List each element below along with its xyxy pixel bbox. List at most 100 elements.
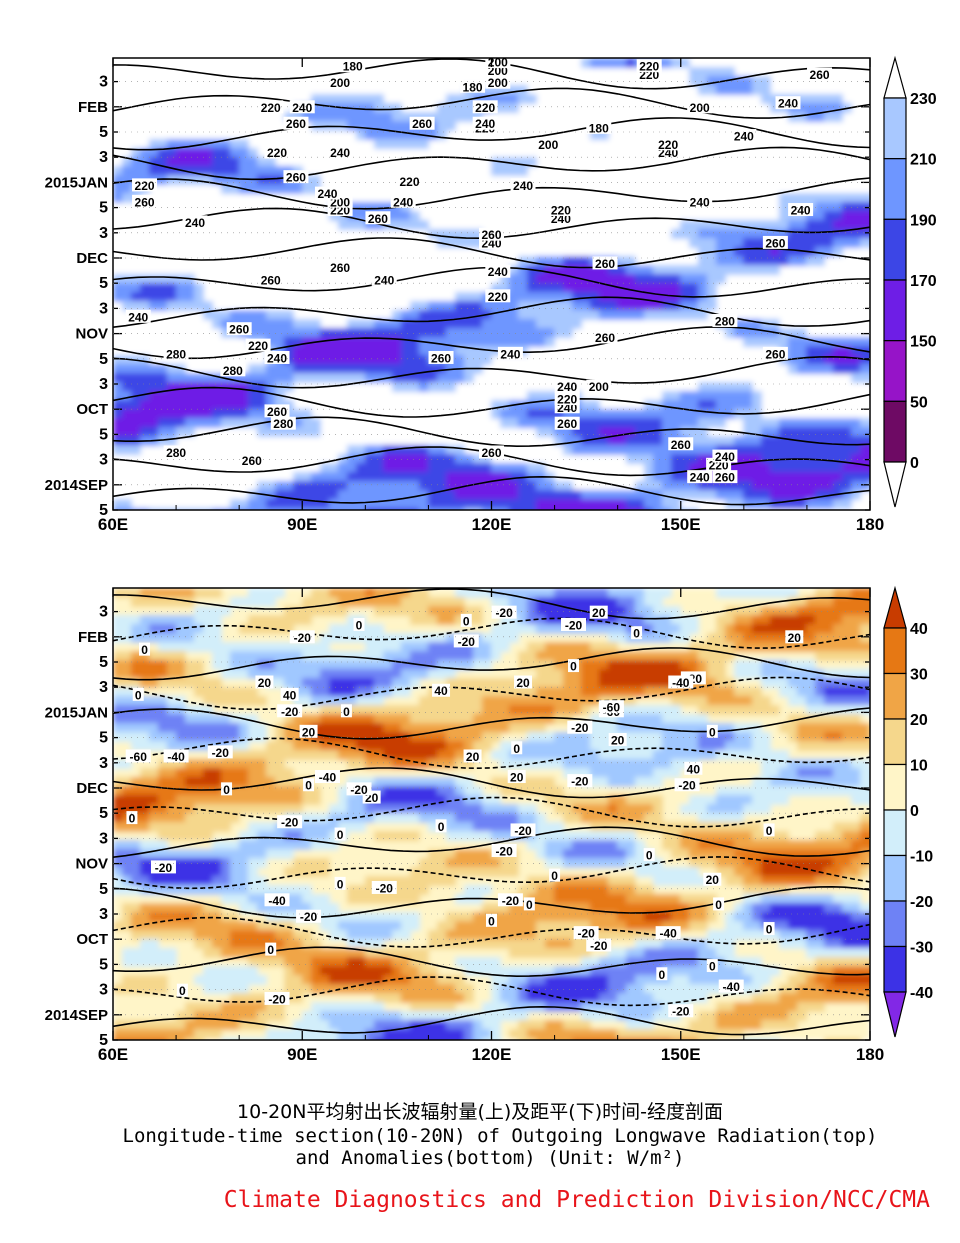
- bot-shade-cell: [671, 831, 681, 841]
- top-shade-cell: [257, 508, 267, 510]
- bot-shade-cell: [266, 885, 276, 895]
- bot-shade-cell: [698, 894, 708, 904]
- top-shade-cell: [842, 418, 852, 428]
- bot-shade-cell: [356, 957, 366, 967]
- bot-shade-cell: [113, 660, 123, 670]
- top-shade-cell: [167, 391, 177, 401]
- top-shade-cell: [248, 391, 258, 401]
- top-shade-cell: [275, 364, 285, 374]
- top-shade-cell: [122, 175, 132, 185]
- bot-shade-cell: [599, 840, 609, 850]
- bot-shade-cell: [518, 660, 528, 670]
- bot-shade-cell: [275, 732, 285, 742]
- top-shade-cell: [500, 472, 510, 482]
- bot-shade-cell: [158, 876, 168, 886]
- top-shade-cell: [680, 391, 690, 401]
- bot-shade-cell: [824, 867, 834, 877]
- bot-shade-cell: [788, 732, 798, 742]
- top-shade-cell: [752, 238, 762, 248]
- bot-shade-cell: [392, 633, 402, 643]
- top-shade-cell: [491, 328, 501, 338]
- bot-shade-cell: [347, 975, 357, 985]
- bot-shade-cell: [365, 669, 375, 679]
- top-shade-cell: [707, 481, 717, 491]
- top-shade-cell: [239, 139, 249, 149]
- bot-shade-cell: [437, 660, 447, 670]
- bot-shade-cell: [797, 732, 807, 742]
- bot-shade-cell: [140, 939, 150, 949]
- top-contour-label: 220: [258, 100, 284, 115]
- bot-shade-cell: [212, 885, 222, 895]
- top-shade-cell: [131, 157, 141, 167]
- bot-shade-cell: [167, 921, 177, 931]
- bot-shade-cell: [518, 705, 528, 715]
- bot-shade-cell: [266, 777, 276, 787]
- bot-shade-cell: [617, 975, 627, 985]
- bot-shade-cell: [455, 714, 465, 724]
- bot-shade-cell: [581, 678, 591, 688]
- bot-shade-cell: [248, 921, 258, 931]
- bot-shade-cell: [248, 975, 258, 985]
- top-contour-label: 240: [371, 272, 397, 287]
- bot-shade-cell: [446, 849, 456, 859]
- top-shade-cell: [779, 256, 789, 266]
- bot-shade-cell: [428, 966, 438, 976]
- top-shade-cell: [518, 301, 528, 311]
- bot-shade-cell: [500, 831, 510, 841]
- top-shade-cell: [347, 499, 357, 509]
- top-shade-cell: [131, 301, 141, 311]
- bot-shade-cell: [464, 786, 474, 796]
- bot-shade-cell: [581, 750, 591, 760]
- top-shade-cell: [608, 283, 618, 293]
- top-contour-label: 260: [592, 330, 618, 345]
- top-shade-cell: [131, 166, 141, 176]
- top-shade-cell: [239, 175, 249, 185]
- bot-shade-cell: [383, 714, 393, 724]
- top-shade-cell: [824, 436, 834, 446]
- bot-shade-cell: [446, 597, 456, 607]
- top-shade-cell: [284, 373, 294, 383]
- top-shade-cell: [113, 418, 123, 428]
- bot-shade-cell: [545, 849, 555, 859]
- bot-shade-cell: [653, 678, 663, 688]
- bot-shade-cell: [428, 651, 438, 661]
- bot-shade-cell: [392, 921, 402, 931]
- bot-shade-cell: [662, 957, 672, 967]
- top-shade-cell: [527, 391, 537, 401]
- bot-shade-cell: [212, 867, 222, 877]
- top-shade-cell: [662, 499, 672, 509]
- top-shade-cell: [806, 337, 816, 347]
- top-shade-cell: [788, 481, 798, 491]
- top-shade-cell: [644, 409, 654, 419]
- bot-shade-cell: [320, 831, 330, 841]
- bot-shade-cell: [797, 669, 807, 679]
- bot-shade-cell: [428, 867, 438, 877]
- bot-shade-cell: [851, 957, 861, 967]
- bot-shade-cell: [203, 732, 213, 742]
- top-shade-cell: [284, 490, 294, 500]
- bot-shade-cell: [446, 750, 456, 760]
- top-shade-cell: [815, 364, 825, 374]
- top-shade-cell: [527, 94, 537, 104]
- bot-shade-cell: [536, 651, 546, 661]
- bot-shade-cell: [536, 723, 546, 733]
- top-shade-cell: [473, 229, 483, 239]
- top-shade-cell: [221, 175, 231, 185]
- bot-shade-cell: [122, 660, 132, 670]
- bot-shade-cell: [653, 777, 663, 787]
- bot-shade-cell: [545, 885, 555, 895]
- bot-shade-cell: [572, 651, 582, 661]
- bot-shade-cell: [572, 840, 582, 850]
- bot-shade-cell: [734, 912, 744, 922]
- top-shade-cell: [824, 463, 834, 473]
- bot-shade-cell: [626, 912, 636, 922]
- bot-shade-cell: [410, 912, 420, 922]
- bot-shade-cell: [203, 930, 213, 940]
- bot-shade-cell: [860, 723, 870, 733]
- top-shade-cell: [572, 508, 582, 510]
- bot-shade-cell: [581, 975, 591, 985]
- bot-shade-cell: [392, 804, 402, 814]
- top-shade-cell: [356, 364, 366, 374]
- top-y-tick-label: 2015JAN: [45, 174, 108, 191]
